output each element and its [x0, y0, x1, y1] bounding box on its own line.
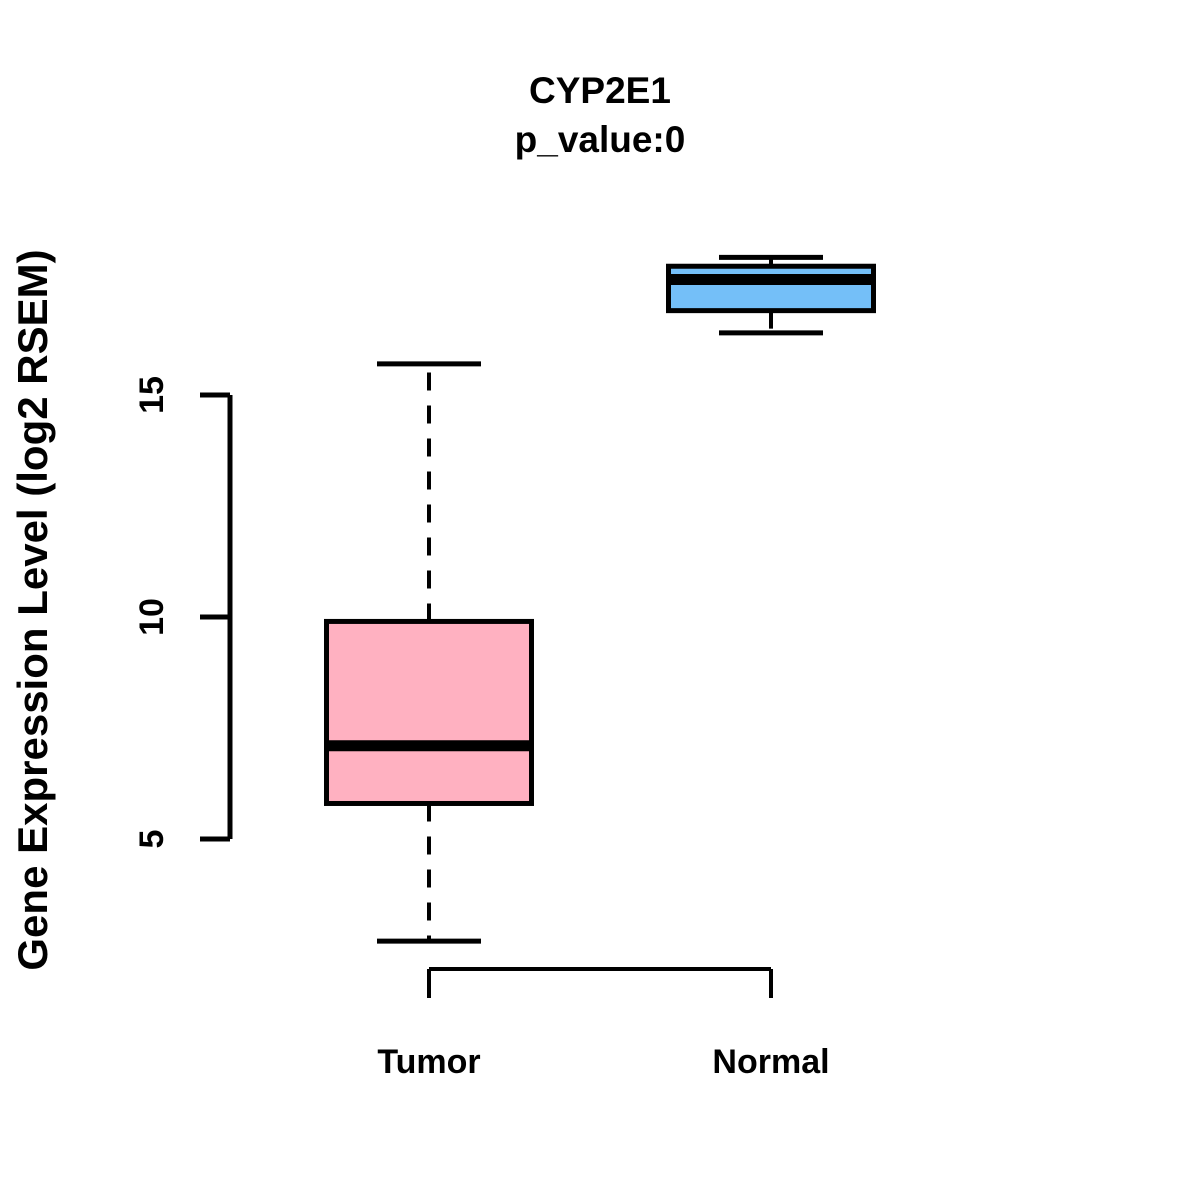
tumor-box	[324, 618, 534, 806]
y-tick-label-15: 15	[133, 376, 171, 414]
x-category-label-normal: Normal	[712, 1043, 829, 1081]
chart-title: CYP2E1	[529, 70, 671, 111]
chart-subtitle: p_value:0	[514, 119, 686, 160]
y-tick-label-10: 10	[133, 598, 171, 636]
normal-box	[666, 263, 876, 314]
y-axis-label: Gene Expression Level (log2 RSEM)	[9, 249, 56, 971]
y-tick-label-5: 5	[133, 830, 171, 849]
x-category-label-tumor: Tumor	[377, 1043, 480, 1081]
